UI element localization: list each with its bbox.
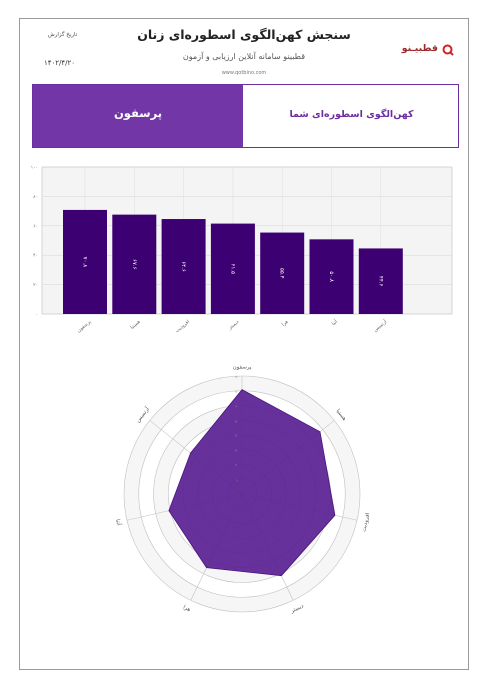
radar-chart: ۰ ۱۰ ۲۰ ۳۰ ۴۰ ۵۰ ۶۰ ۷۰ ۸۰ پرسفون هستیا افرودیت دیمیت… <box>114 365 371 615</box>
radial-tick-label: ۱۰ <box>235 478 239 482</box>
bar-value-label: ۶۱.۵ <box>229 263 235 274</box>
bar <box>260 232 305 314</box>
radar-axis-label: آرتمیس <box>134 405 151 423</box>
radial-tick-label: ۸۰ <box>235 375 239 379</box>
report-subtitle: قطبینو سامانه آنلاین ارزیابی و آزمون <box>182 52 306 61</box>
bar-value-label: ۵۵.۴ <box>279 268 285 279</box>
logo-text: قطبیـنو <box>401 43 438 54</box>
radar-axis-label: پرسفون <box>233 365 252 371</box>
x-tick-label: دیمیتر <box>227 320 240 332</box>
result-banner: پرسفون کهن‌الگوی اسطوره‌ای شما <box>32 84 459 148</box>
radial-tick-label: ۶۰ <box>235 405 239 409</box>
report-date-value: ۱۴۰۲/۴/۲۰ <box>44 59 76 67</box>
radial-tick-label: ۲۰ <box>235 464 239 468</box>
y-tick-label: ۲۰ <box>33 283 38 288</box>
radar-axis-label: دیمیتر <box>289 603 305 615</box>
radial-tick-label: ۰ <box>237 493 239 497</box>
x-tick-label: افرودیت <box>174 319 191 334</box>
radial-tick-label: ۴۰ <box>235 434 239 438</box>
x-tick-label: آتنا <box>330 318 339 327</box>
bar-chart: ۰ ۲۰ ۴۰ ۶۰ ۸۰ ۱۰۰ ۷۰.۸ پرسفون ۶۷.۶ هستیا ۶۴.۶ افرود… <box>31 166 453 334</box>
bar-value-label: ۵۰.۸ <box>328 271 334 282</box>
x-tick-label: هرا <box>281 319 290 328</box>
radar-series-area <box>168 389 336 577</box>
bar-value-label: ۴۴.۶ <box>377 276 383 287</box>
radar-axis-label: آتنا <box>114 518 122 526</box>
y-tick-label: ۸۰ <box>33 195 38 200</box>
bar-value-label: ۶۷.۶ <box>131 259 137 270</box>
radar-axis-label: هرا <box>182 605 191 614</box>
bar <box>358 248 403 314</box>
radar-axis-label: هستیا <box>335 408 348 422</box>
x-tick-label: هستیا <box>129 319 142 331</box>
report-date-label: تاریخ گزارش <box>48 32 78 38</box>
result-archetype-box: پرسفون <box>33 85 243 147</box>
y-tick-label: ۰ <box>36 313 38 318</box>
radial-tick-label: ۵۰ <box>235 419 239 423</box>
report-header: سنجش کهن‌الگوی اسطوره‌ای زنان قطبینو سام… <box>20 19 468 91</box>
x-tick-label: آرتمیس <box>372 318 389 334</box>
report-title: سنجش کهن‌الگوی اسطوره‌ای زنان <box>137 27 351 42</box>
result-caption: کهن‌الگوی اسطوره‌ای شما <box>289 109 414 120</box>
bar-value-label: ۶۴.۶ <box>180 261 186 272</box>
radial-tick-label: ۷۰ <box>235 390 239 394</box>
bar-value-label: ۷۰.۸ <box>82 257 88 268</box>
radial-tick-label: ۳۰ <box>235 449 239 453</box>
radar-axis-label: افرودیت <box>361 512 371 533</box>
bar <box>112 214 157 314</box>
result-archetype: پرسفون <box>113 106 163 120</box>
brand-logo: قطبیـنو <box>394 42 454 58</box>
y-tick-label: ۴۰ <box>33 254 38 259</box>
q-logo-icon <box>442 44 454 56</box>
report-page: سنجش کهن‌الگوی اسطوره‌ای زنان قطبینو سام… <box>19 18 469 670</box>
bar <box>210 223 255 314</box>
bar <box>63 209 107 314</box>
bar <box>309 239 354 314</box>
y-tick-label: ۱۰۰ <box>31 166 38 171</box>
website-url: www.qotbino.com <box>221 70 267 76</box>
bar <box>161 219 206 314</box>
x-tick-label: پرسفون <box>76 319 92 334</box>
y-tick-label: ۶۰ <box>33 224 38 229</box>
